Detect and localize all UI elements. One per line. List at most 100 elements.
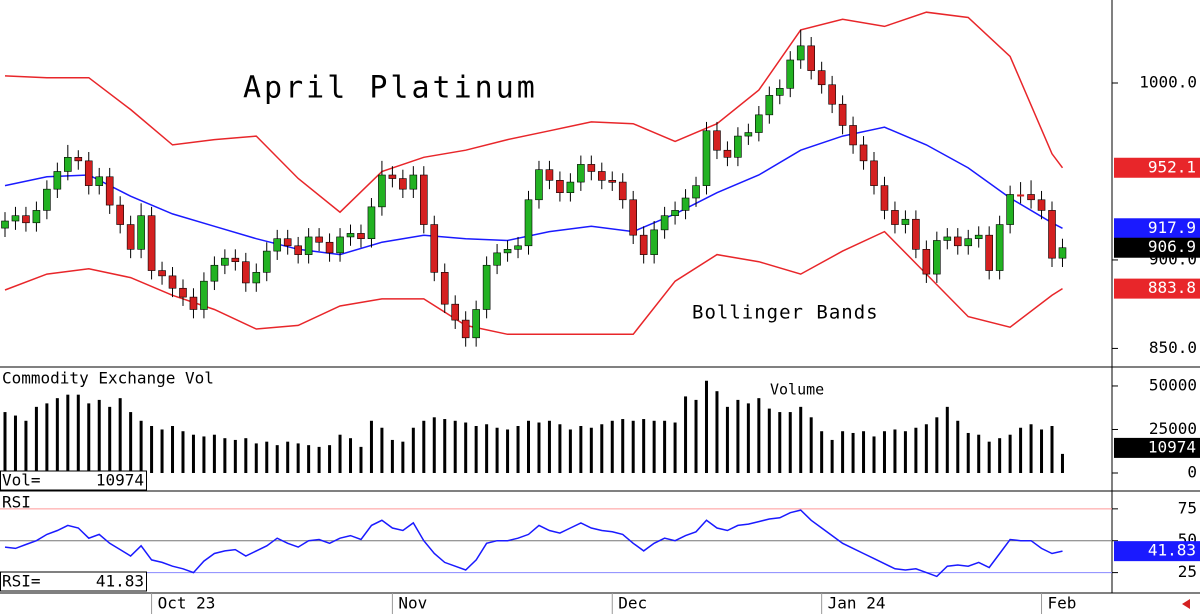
volume-bar bbox=[610, 420, 614, 473]
candle-body bbox=[734, 135, 742, 158]
y-tick-label: 1000.0 bbox=[1139, 72, 1197, 91]
volume-bar bbox=[558, 424, 562, 473]
volume-bar bbox=[160, 429, 164, 473]
volume-bar bbox=[820, 431, 824, 473]
candle-body bbox=[556, 180, 564, 194]
volume-bar bbox=[841, 431, 845, 473]
volume-bar bbox=[589, 427, 593, 473]
candle-body bbox=[378, 174, 386, 208]
volume-bar bbox=[45, 403, 49, 473]
candle-body bbox=[692, 185, 700, 199]
volume-bar bbox=[296, 443, 300, 473]
volume-bar bbox=[317, 446, 321, 473]
candle-body bbox=[210, 264, 219, 282]
volume-bar bbox=[171, 426, 175, 473]
candle-body bbox=[503, 249, 512, 254]
volume-bar bbox=[746, 403, 750, 473]
candle-body bbox=[524, 199, 533, 247]
volume-bar bbox=[893, 429, 897, 473]
volume-bar bbox=[998, 438, 1002, 473]
volume-bar bbox=[809, 417, 813, 473]
volume-bar bbox=[97, 399, 101, 473]
volume-bar bbox=[621, 419, 625, 473]
candle-body bbox=[838, 103, 847, 126]
panel-title: RSI bbox=[2, 493, 31, 512]
volume-bar bbox=[527, 420, 530, 473]
candle-body bbox=[974, 234, 983, 240]
volume-bar bbox=[945, 406, 949, 473]
candle-body bbox=[608, 180, 617, 183]
candle-body bbox=[221, 257, 229, 266]
volume-bar bbox=[862, 431, 866, 473]
candle-body bbox=[315, 236, 323, 243]
candle-body bbox=[1058, 247, 1067, 259]
candle-body bbox=[200, 280, 208, 310]
volume-bar bbox=[506, 429, 510, 473]
candle-body bbox=[147, 215, 156, 271]
candle-body bbox=[943, 236, 952, 241]
candle-body bbox=[32, 210, 41, 224]
volume-bar bbox=[328, 445, 332, 473]
candle-body bbox=[765, 95, 774, 116]
candle-body bbox=[451, 303, 460, 321]
candle-body bbox=[985, 234, 993, 271]
candle-body bbox=[755, 114, 763, 133]
volume-bar bbox=[474, 426, 478, 473]
candle-body bbox=[566, 181, 575, 194]
candle-body bbox=[901, 218, 910, 225]
candle-body bbox=[64, 157, 72, 172]
candle-body bbox=[1048, 210, 1056, 259]
volume-bar bbox=[223, 438, 227, 473]
readout-value: 917.9 bbox=[1148, 218, 1196, 237]
annotation: Volume bbox=[770, 381, 824, 399]
volume-bar bbox=[987, 441, 991, 473]
candle-body bbox=[430, 224, 439, 273]
candle-body bbox=[859, 144, 868, 162]
candle-body bbox=[514, 245, 522, 250]
candle-body bbox=[650, 229, 658, 255]
volume-bar bbox=[275, 445, 279, 473]
volume-bar bbox=[390, 439, 394, 473]
volume-bar bbox=[537, 422, 541, 473]
volume-bar bbox=[34, 406, 38, 473]
volume-bar bbox=[704, 380, 708, 473]
candle-body bbox=[273, 238, 282, 252]
readout-value: 10974 bbox=[96, 471, 144, 490]
scroll-arrow bbox=[1182, 599, 1190, 609]
candle-body bbox=[158, 270, 166, 277]
candle-body bbox=[357, 233, 365, 240]
candle-body bbox=[953, 236, 962, 247]
volume-bar bbox=[55, 398, 59, 473]
candle-body bbox=[535, 169, 543, 201]
volume-bar bbox=[767, 408, 771, 473]
readout-label: RSI= bbox=[2, 572, 41, 591]
readout-label: Vol= bbox=[2, 471, 41, 490]
candle-body bbox=[807, 45, 815, 71]
candle-body bbox=[189, 296, 198, 310]
x-tick-label: Dec bbox=[618, 594, 647, 613]
volume-bar bbox=[495, 427, 499, 473]
volume-bar bbox=[579, 426, 583, 473]
candle-body bbox=[849, 125, 857, 146]
volume-bar bbox=[150, 426, 154, 473]
volume-bar bbox=[1060, 453, 1064, 473]
volume-bar bbox=[684, 396, 688, 473]
candle-body bbox=[597, 171, 606, 181]
volume-bar bbox=[788, 412, 792, 473]
volume-bar bbox=[914, 427, 918, 473]
candle-body bbox=[294, 245, 302, 255]
volume-bar bbox=[369, 420, 373, 473]
volume-bar bbox=[956, 420, 960, 473]
volume-bar bbox=[411, 427, 415, 473]
candle-body bbox=[786, 59, 795, 89]
y-tick-label: 25 bbox=[1178, 562, 1197, 581]
volume-bar bbox=[673, 422, 677, 473]
volume-bar bbox=[233, 439, 237, 473]
volume-bar bbox=[286, 441, 290, 473]
volume-bar bbox=[547, 420, 551, 473]
candle-body bbox=[1037, 199, 1046, 211]
candle-body bbox=[53, 171, 62, 190]
volume-bar bbox=[244, 438, 248, 473]
candle-body bbox=[744, 132, 753, 137]
volume-bar bbox=[118, 398, 122, 473]
